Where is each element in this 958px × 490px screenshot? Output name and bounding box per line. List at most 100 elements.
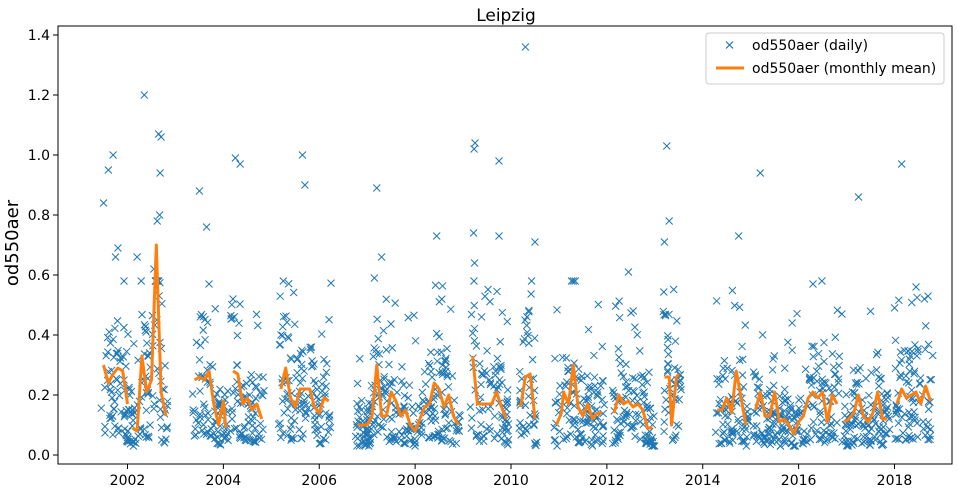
daily-point [503,317,512,326]
daily-point [438,282,447,290]
daily-point [293,355,302,364]
daily-point [127,408,135,417]
daily-point [613,432,622,441]
daily-point [577,372,586,381]
daily-point [353,379,362,388]
daily-point [454,426,463,435]
daily-point [470,259,479,267]
daily-point [380,375,388,384]
daily-point [411,439,419,447]
daily-point [788,346,797,355]
daily-point [802,434,810,442]
daily-point [521,43,530,51]
daily-point [567,277,576,285]
daily-point [426,413,434,421]
daily-point [531,238,539,246]
daily-point [662,142,671,150]
daily-point [124,427,132,435]
daily-point [902,378,911,386]
daily-point [385,360,393,369]
daily-point [490,412,499,421]
daily-point [581,438,589,446]
daily-point [563,432,571,441]
y-tick-label: 1.0 [28,148,50,164]
daily-point [298,151,307,159]
y-tick-label: 0.4 [28,328,50,344]
daily-point [668,436,677,445]
daily-point [314,411,323,420]
daily-point [676,382,685,391]
daily-point [926,425,935,433]
daily-point [814,349,823,358]
daily-point [196,341,205,350]
daily-point [400,391,409,400]
daily-point [322,382,330,391]
daily-point [371,416,379,425]
daily-point [743,402,751,411]
daily-point [122,347,131,356]
daily-point [631,432,639,441]
daily-point [287,355,296,364]
daily-point [614,435,622,444]
x-tick-label: 2016 [781,473,817,489]
daily-point [117,407,125,416]
daily-point [728,366,736,375]
daily-point [897,356,906,364]
daily-point [553,305,561,314]
daily-point [530,439,539,448]
daily-point [894,435,903,444]
daily-point [251,394,260,403]
daily-point [769,381,778,390]
daily-point [849,366,858,374]
daily-point [636,417,644,426]
daily-point [728,428,737,437]
daily-point [739,383,748,391]
daily-point [212,390,221,398]
daily-point [891,364,900,373]
daily-point [876,374,885,383]
daily-point [466,403,475,411]
daily-point [277,331,285,339]
daily-point [758,330,767,339]
monthly-mean-line [357,363,460,433]
daily-point [814,362,823,371]
daily-point [898,413,906,422]
daily-point [820,357,828,366]
daily-point [817,418,826,427]
daily-point [753,383,762,392]
daily-point [913,433,922,441]
daily-point [720,356,729,365]
daily-point [633,397,642,406]
daily-point [202,430,211,439]
daily-point [755,375,764,384]
daily-point [672,317,681,325]
daily-point [287,434,296,442]
x-axis: 2002 2004 2006 2008 2010 2012 2014 2016 2018 [110,464,912,489]
daily-point [442,354,450,363]
daily-point [912,283,920,291]
daily-point [306,343,314,352]
daily-point [129,438,138,447]
daily-point [157,133,165,141]
daily-point [141,322,150,331]
daily-point [248,378,257,387]
daily-point [284,279,293,288]
daily-point [353,441,361,450]
daily-point [433,348,442,357]
daily-point [719,429,727,438]
daily-point [437,437,446,445]
daily-point [233,361,241,369]
daily-point [140,425,149,433]
daily-point [421,380,430,389]
x-tick-label: 2002 [110,473,146,489]
daily-point [599,421,608,430]
daily-point [393,388,401,397]
daily-point [614,345,623,353]
daily-point [483,346,491,355]
daily-point [475,437,484,446]
daily-point [446,305,455,314]
legend-marker-daily [725,41,734,49]
daily-point [97,404,106,413]
daily-point [221,433,230,442]
